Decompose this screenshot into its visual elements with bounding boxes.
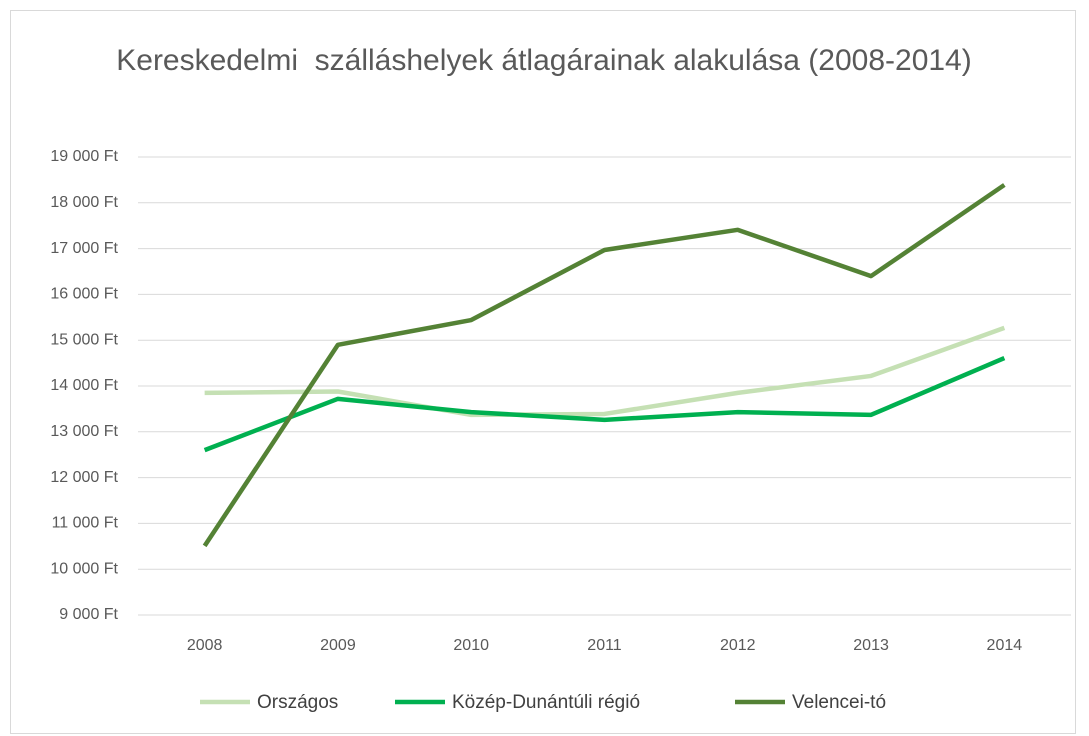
y-tick-label: 15 000 Ft	[50, 331, 118, 348]
series-line	[204, 325, 1006, 418]
x-tick-label: 2008	[187, 637, 223, 654]
series-line	[202, 183, 1006, 548]
x-tick-label: 2011	[587, 637, 622, 654]
y-tick-label: 18 000 Ft	[50, 194, 118, 211]
y-tick-label: 19 000 Ft	[50, 148, 118, 165]
y-tick-label: 10 000 Ft	[50, 560, 118, 577]
y-tick-label: 16 000 Ft	[50, 286, 118, 303]
series-line	[203, 355, 1006, 453]
chart-title: Kereskedelmi szálláshelyek átlagárainak …	[116, 44, 972, 77]
chart-frame	[10, 10, 1076, 734]
x-tick-label: 2014	[987, 637, 1023, 654]
legend-label: Közép-Dunántúli régió	[452, 692, 640, 713]
y-tick-label: 17 000 Ft	[50, 240, 118, 257]
y-tick-label: 11 000 Ft	[52, 515, 119, 532]
y-tick-label: 13 000 Ft	[50, 423, 118, 440]
x-tick-label: 2010	[453, 637, 489, 654]
y-tick-label: 14 000 Ft	[50, 377, 118, 394]
legend-label: Országos	[257, 692, 338, 713]
y-tick-label: 9 000 Ft	[59, 606, 118, 623]
x-tick-label: 2009	[320, 637, 356, 654]
x-tick-label: 2013	[853, 637, 889, 654]
x-tick-label: 2012	[720, 637, 756, 654]
y-tick-label: 12 000 Ft	[50, 469, 118, 486]
legend-label: Velencei-tó	[792, 692, 886, 713]
